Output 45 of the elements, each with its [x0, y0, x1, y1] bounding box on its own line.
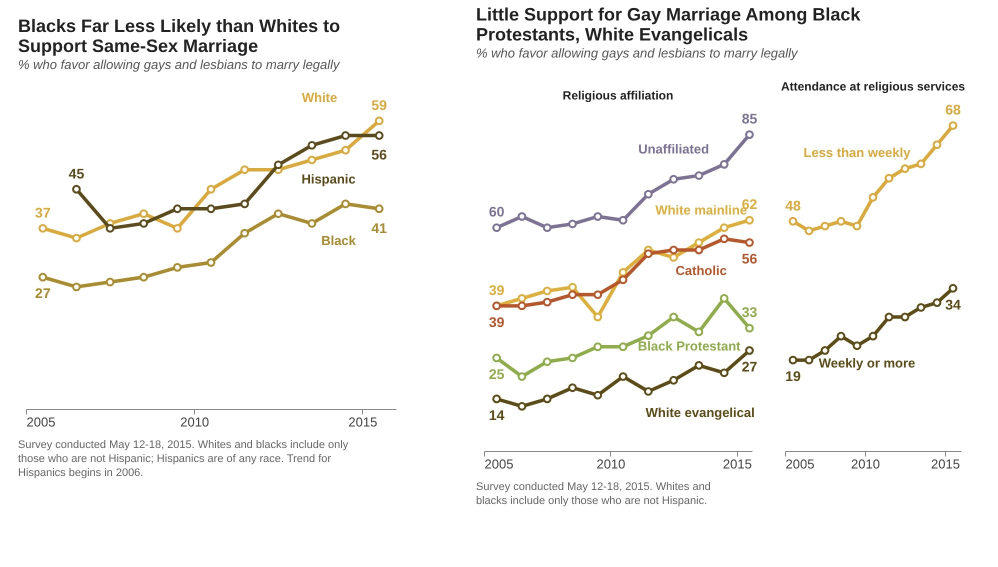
data-label: 56: [371, 146, 388, 163]
data-label: 56: [742, 250, 758, 267]
data-label: 48: [785, 197, 801, 214]
data-label: 14: [488, 406, 505, 423]
data-label: 19: [785, 368, 801, 384]
x-tick-label: 2010: [180, 414, 210, 430]
x-tick-label: 2005: [484, 456, 514, 472]
data-label: 68: [945, 102, 961, 118]
data-label: 27: [742, 358, 758, 374]
data-label: 85: [742, 110, 758, 127]
chart-title: Attendance at religious services: [780, 80, 966, 94]
x-tick-label: 2015: [931, 456, 960, 472]
chart-title: Little Support for Gay Marriage Among Black Protestants, White Evangelicals: [476, 4, 862, 45]
series-label: White evangelical: [646, 404, 755, 420]
data-label: 34: [945, 296, 961, 312]
text: White: [302, 90, 338, 106]
data-label: 37: [35, 204, 51, 220]
chart-subtitle: % who favor allowing gays and lesbians to marry legally: [476, 46, 800, 61]
data-label: 60: [488, 204, 505, 220]
text: Survey conducted May 12-18, 2015. Whites and blacks include only those who are not Hispanic; Hispanics are of any race. Trend for Hispanics begins in 2006.: [18, 439, 349, 479]
series-label: Unaffiliated: [638, 141, 710, 156]
data-label: 25: [488, 366, 505, 382]
series-label: Black: [321, 232, 357, 248]
series-label: Weekly or more: [818, 356, 916, 371]
data-label: 33: [742, 304, 758, 320]
x-tick-label: 2015: [348, 414, 378, 430]
text: Survey conducted May 12-18, 2015. Whites and blacks include only those who are not Hispanic.: [476, 481, 711, 507]
x-tick-label: 2015: [722, 456, 752, 472]
series-label: Catholic: [676, 262, 727, 278]
x-tick-label: 2010: [851, 456, 880, 472]
data-label: 27: [35, 285, 51, 302]
data-label: 39: [488, 314, 505, 330]
data-label: 39: [488, 282, 505, 298]
x-tick-label: 2005: [786, 456, 814, 472]
series-label: Less than weekly: [804, 145, 912, 160]
chart-title: Blacks Far Less Likely than Whites to Support Same-Sex Marriage: [18, 16, 340, 56]
data-label: 41: [371, 220, 388, 236]
data-label: 59: [371, 96, 388, 113]
x-tick-label: 2010: [596, 456, 626, 472]
series-label: Hispanic: [301, 172, 356, 187]
chart-subtitle: % who favor allowing gays and lesbians to marry legally: [18, 57, 342, 72]
x-tick-label: 2005: [26, 414, 56, 430]
data-label: 45: [68, 165, 84, 182]
text: Religious affiliation: [562, 88, 674, 103]
series-label: Black Protestant: [638, 338, 742, 354]
